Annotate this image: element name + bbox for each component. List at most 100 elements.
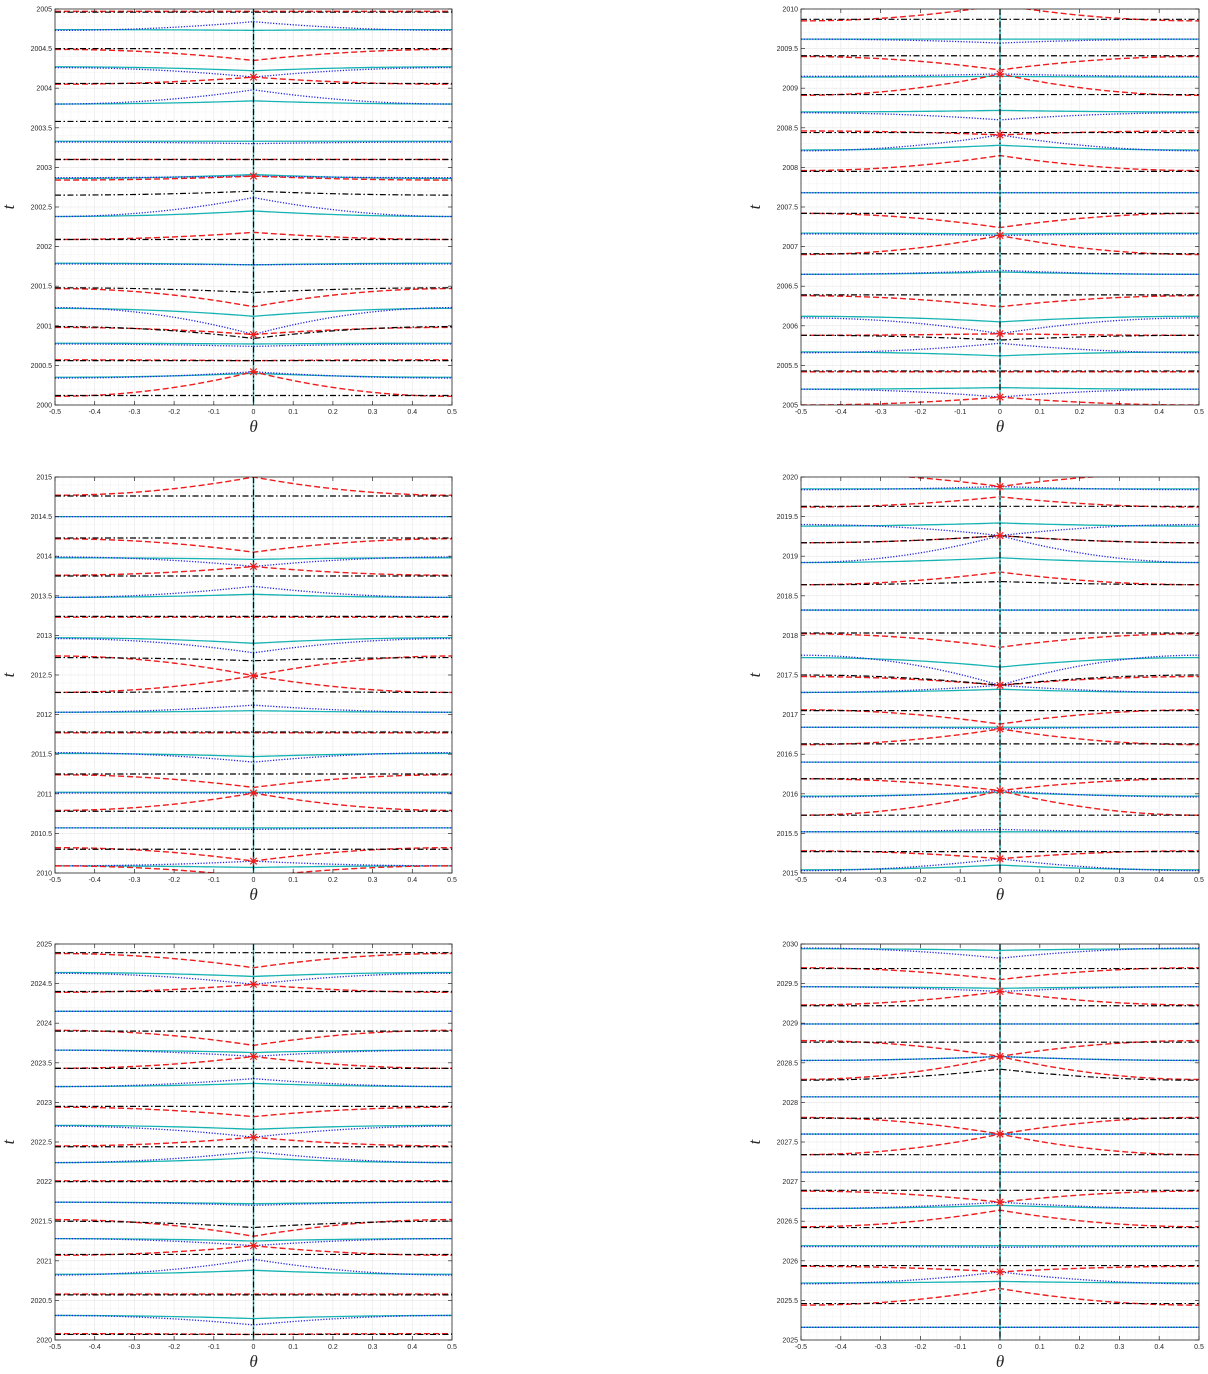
x-tick-label: 0.2 (328, 1344, 338, 1351)
curves (55, 477, 452, 873)
y-axis-label: t (745, 203, 764, 209)
y-axis-label: t (0, 1138, 18, 1144)
x-tick-label: 0.5 (447, 1344, 457, 1351)
crossing-marker (995, 392, 1005, 402)
y-tick-label: 2010.5 (31, 831, 53, 838)
y-tick-label: 2026.5 (777, 1219, 799, 1226)
x-tick-label: 0.2 (1075, 877, 1085, 884)
crossing-marker (995, 724, 1005, 734)
crossing-marker (249, 367, 258, 377)
crossing-marker (249, 671, 258, 681)
curve-black-dashdot (801, 535, 1199, 544)
x-tick-label: -0.1 (208, 409, 220, 416)
x-tick-label: -0.3 (875, 409, 887, 416)
y-tick-label: 2007.5 (777, 205, 799, 212)
y-tick-label: 2002.5 (31, 205, 53, 212)
y-tick-label: 2025 (36, 942, 52, 949)
curve-blue-dotted (55, 704, 452, 713)
x-tick-label: 0.5 (447, 877, 457, 884)
y-tick-label: 2022.5 (31, 1140, 53, 1147)
y-tick-label: 2009 (782, 86, 798, 93)
crossing-marker (995, 786, 1005, 796)
x-tick-label: 0.1 (1035, 877, 1045, 884)
y-tick-label: 2023 (36, 1100, 52, 1107)
x-tick-label: 0.4 (1154, 1344, 1164, 1351)
y-tick-label: 2030 (782, 942, 798, 949)
x-tick-label: 0.1 (288, 877, 298, 884)
curve-blue-dotted (55, 1201, 452, 1207)
x-tick-label: -0.5 (49, 877, 61, 884)
y-tick-label: 2001.5 (31, 284, 53, 291)
x-tick-label: 0.3 (1115, 877, 1125, 884)
y-tick-label: 2004.5 (31, 46, 53, 53)
curve-blue-dotted (55, 263, 452, 266)
y-tick-label: 2027 (782, 1179, 798, 1186)
x-tick-label: -0.1 (954, 409, 966, 416)
x-tick-label: -0.5 (795, 409, 807, 416)
y-tick-label: 2012 (36, 712, 52, 719)
x-axis-label: θ (996, 1352, 1004, 1371)
x-tick-label: 0.4 (1154, 877, 1164, 884)
panel-4: -0.5 -0.4 -0.3 -0.2 -0.1 0 0.1 0.2 0.3 0.4 0.5 2015… (745, 475, 1204, 905)
curve-black-dashdot (55, 656, 452, 662)
y-tick-label: 2015 (782, 871, 798, 878)
crossing-marker (249, 1241, 258, 1251)
x-tick-label: -0.2 (168, 409, 180, 416)
crossing-marker (249, 330, 258, 340)
curve-blue-dotted (55, 371, 452, 379)
x-tick-label: 0.5 (1194, 877, 1204, 884)
crossing-marker (995, 1051, 1005, 1061)
y-tick-label: 2020 (782, 475, 798, 482)
y-tick-label: 2025.5 (777, 1298, 799, 1305)
curves (55, 944, 452, 1340)
x-tick-label: -0.4 (835, 877, 847, 884)
y-axis-label: t (0, 671, 18, 677)
y-tick-label: 2019.5 (777, 514, 799, 521)
y-tick-label: 2011.5 (31, 752, 52, 759)
x-tick-label: 0.5 (1194, 409, 1204, 416)
x-tick-label: 0 (252, 409, 256, 416)
y-tick-label: 2010 (36, 871, 52, 878)
x-tick-label: -0.3 (875, 1344, 887, 1351)
x-tick-label: 0.1 (1035, 409, 1045, 416)
y-tick-label: 2024 (36, 1021, 52, 1028)
y-tick-label: 2001 (36, 323, 52, 330)
x-tick-label: -0.1 (208, 877, 220, 884)
crossing-marker (995, 854, 1005, 864)
curve-black-dashdot (55, 325, 452, 340)
x-tick-label: -0.4 (835, 1344, 847, 1351)
x-tick-label: 0.2 (1075, 409, 1085, 416)
y-tick-label: 2015.5 (777, 831, 799, 838)
y-axis-label: t (745, 1138, 764, 1144)
panel-3: -0.5 -0.4 -0.3 -0.2 -0.1 0 0.1 0.2 0.3 0.4 0.5 2010… (0, 475, 457, 905)
x-axis-label: θ (249, 417, 257, 436)
x-tick-label: -0.1 (954, 877, 966, 884)
y-tick-label: 2003.5 (31, 125, 53, 132)
y-tick-label: 2009.5 (777, 46, 799, 53)
curves (55, 9, 452, 405)
curve-blue-dotted (55, 175, 452, 179)
y-tick-label: 2023.5 (31, 1060, 53, 1067)
curve-blue-dotted (55, 1049, 452, 1058)
x-tick-label: 0.5 (1194, 1344, 1204, 1351)
x-tick-label: 0.5 (447, 409, 457, 416)
y-tick-label: 2029.5 (777, 981, 799, 988)
curve-blue-dotted (55, 827, 452, 831)
x-tick-label: -0.2 (168, 877, 180, 884)
y-tick-label: 2008.5 (777, 125, 799, 132)
crossing-marker (249, 1132, 258, 1142)
curve-blue-dotted (801, 534, 1199, 564)
y-tick-label: 2016.5 (777, 752, 799, 759)
crossing-marker (995, 531, 1005, 541)
curve-black-dashdot (55, 690, 452, 694)
x-tick-label: -0.4 (89, 1344, 101, 1351)
y-tick-label: 2000 (36, 403, 52, 410)
curve-red-dashed (55, 865, 452, 873)
crossing-marker (249, 788, 258, 798)
crossing-marker (995, 482, 1005, 492)
x-tick-label: -0.2 (168, 1344, 180, 1351)
curves (801, 477, 1199, 873)
y-tick-label: 2006 (782, 323, 798, 330)
y-tick-label: 2021.5 (31, 1219, 53, 1226)
